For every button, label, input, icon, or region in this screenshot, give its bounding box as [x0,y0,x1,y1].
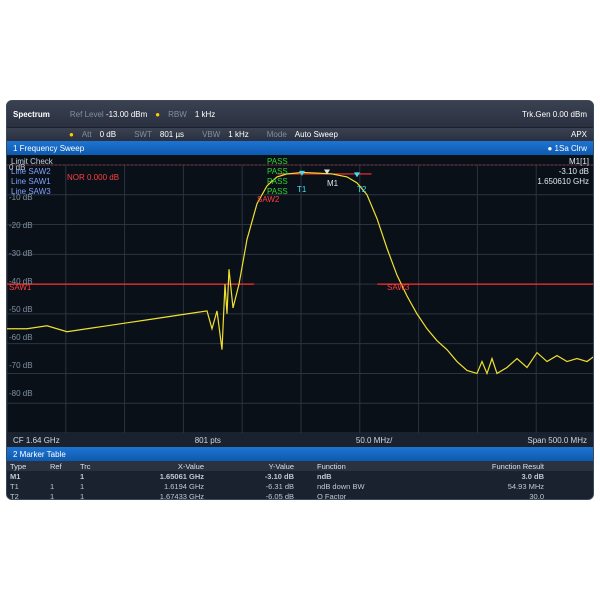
perdiv-value: 50.0 MHz/ [356,436,392,445]
vbw-label: VBW [202,130,220,139]
t2-marker-label: T2 [357,185,366,194]
marker-row[interactable]: T2111.67433 GHz-6.05 dBQ Factor30.0 [7,491,593,500]
nor-label: NOR 0.000 dB [67,173,119,182]
t1-marker-label: T1 [297,185,306,194]
ytick-1: -20 dB [9,221,33,230]
rbw-dot-icon: ● [155,110,160,119]
cf-value[interactable]: 1.64 GHz [26,436,60,445]
marker-row[interactable]: M111.65061 GHz-3.10 dBndB3.0 dB [7,471,593,481]
marker-y: -3.10 dB [559,167,589,176]
marker-table-title-bar: 2 Marker Table [7,447,593,461]
marker-id: M1[1] [569,157,589,166]
ytick-5: -60 dB [9,333,33,342]
ytick-4: -50 dB [9,305,33,314]
apx-label: APX [571,130,587,139]
pts-value: 801 pts [195,436,221,445]
spectrum-analyzer-window: Spectrum Ref Level -13.00 dBm ● RBW 1 kH… [6,100,594,500]
ytick-2: -30 dB [9,249,33,258]
hdr-x: X-Value [107,462,207,471]
m1-marker-label: M1 [327,179,338,188]
cf-label: CF [13,436,24,445]
mode-label: Mode [267,130,287,139]
vbw-value[interactable]: 1 kHz [228,130,248,139]
marker-table-header: Type Ref Trc X-Value Y-Value Function Fu… [7,461,593,471]
ytick-6: -70 dB [9,361,33,370]
trk-gen-value: Trk.Gen 0.00 dBm [522,110,587,119]
hdr-trc: Trc [77,462,107,471]
marker-table-title: 2 Marker Table [13,450,66,459]
swt-label: SWT [134,130,152,139]
settings-bar-2: ● Att 0 dB SWT 801 µs VBW 1 kHz Mode Aut… [7,127,593,141]
ytick-3: -40 dB [9,277,33,286]
ytick-top: 0 dB [9,163,25,172]
marker-row[interactable]: T1111.6194 GHz-6.31 dBndB down BW54.93 M… [7,481,593,491]
app-title: Spectrum [13,110,50,119]
span-label: Span [527,436,546,445]
ytick-7: -80 dB [9,389,33,398]
hdr-y: Y-Value [207,462,297,471]
att-label: Att [82,130,92,139]
sweep-title-bar: 1 Frequency Sweep ● 1Sa Clrw [7,141,593,155]
saw3-label: SAW3 [387,283,409,292]
ref-level-label: Ref Level [70,110,104,119]
limit-pass-2: PASS [267,177,288,186]
line-saw1-label: Line SAW1 [11,177,51,186]
hdr-type: Type [7,462,47,471]
rbw-value[interactable]: 1 kHz [195,110,215,119]
ytick-0: -10 dB [9,193,33,202]
hdr-fr: Function Result [417,462,547,471]
hdr-ref: Ref [47,462,77,471]
chart-footer: CF 1.64 GHz 801 pts 50.0 MHz/ Span 500.0… [7,433,593,447]
hdr-fn: Function [297,462,417,471]
rbw-label: RBW [168,110,187,119]
att-value[interactable]: 0 dB [100,130,116,139]
limit-pass-0: PASS [267,157,288,166]
chart-area[interactable]: Limit Check Line SAW2 Line SAW1 Line SAW… [7,155,593,433]
swt-value[interactable]: 801 µs [160,130,184,139]
chart-svg [7,155,594,433]
att-dot-icon: ● [69,130,74,139]
marker-x: 1.650610 GHz [537,177,589,186]
ref-level-value[interactable]: -13.00 dBm [106,110,147,119]
limit-pass-1: PASS [267,167,288,176]
sweep-title: 1 Frequency Sweep [13,144,84,153]
marker-table: Type Ref Trc X-Value Y-Value Function Fu… [7,461,593,500]
sweep-mode: ● 1Sa Clrw [547,144,587,153]
mode-value[interactable]: Auto Sweep [295,130,338,139]
settings-bar: Spectrum Ref Level -13.00 dBm ● RBW 1 kH… [7,101,593,127]
saw2-label: SAW2 [257,195,279,204]
span-value[interactable]: 500.0 MHz [548,436,587,445]
